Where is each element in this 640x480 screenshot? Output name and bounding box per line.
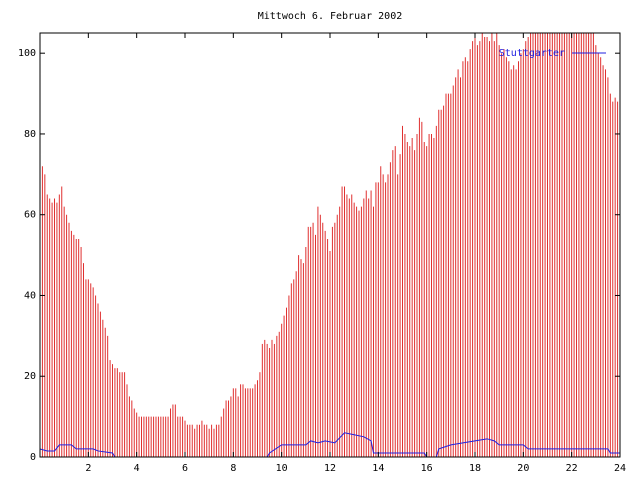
chart-title: Mittwoch 6. Februar 2002 — [258, 11, 403, 22]
x-tick-label: 2 — [85, 463, 91, 474]
x-tick-label: 8 — [230, 463, 236, 474]
x-tick-label: 14 — [372, 463, 384, 474]
y-tick-label: 60 — [24, 210, 36, 221]
x-tick-label: 6 — [182, 463, 188, 474]
y-tick-label: 20 — [24, 371, 36, 382]
series-line — [40, 432, 620, 457]
x-tick-label: 18 — [469, 463, 481, 474]
legend-label: Stuttgarter — [499, 48, 565, 59]
x-tick-label: 16 — [421, 463, 433, 474]
x-tick-label: 12 — [324, 463, 336, 474]
y-tick-label: 0 — [30, 452, 36, 463]
y-tick-label: 100 — [18, 48, 36, 59]
x-tick-label: 22 — [566, 463, 578, 474]
x-tick-label: 4 — [134, 463, 140, 474]
y-tick-label: 80 — [24, 129, 36, 140]
x-tick-label: 24 — [614, 463, 626, 474]
y-tick-label: 40 — [24, 290, 36, 301]
x-tick-label: 20 — [517, 463, 529, 474]
x-tick-label: 10 — [276, 463, 288, 474]
